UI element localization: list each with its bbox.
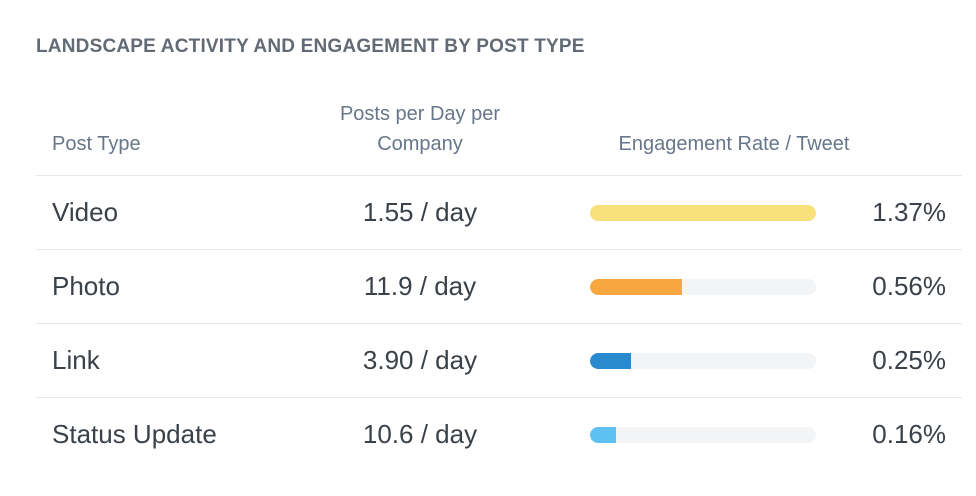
post-type-label: Photo [52, 271, 120, 301]
engagement-bar-track [590, 353, 816, 369]
engagement-rate-value: 0.16% [872, 419, 946, 449]
engagement-bar-fill [590, 427, 616, 443]
engagement-bar-fill [590, 205, 816, 221]
engagement-bar-track [590, 279, 816, 295]
post-type-label: Link [52, 345, 100, 375]
posts-per-day-value: 1.55 / day [362, 197, 478, 227]
table-row-photo: Photo 11.9 / day 0.56% [36, 250, 962, 324]
table-row-video: Video 1.55 / day 1.37% [36, 176, 962, 250]
engagement-rate-value: 0.25% [872, 345, 946, 375]
chart-title: LANDSCAPE ACTIVITY AND ENGAGEMENT BY POS… [36, 36, 585, 57]
posts-per-day-value: 10.6 / day [362, 419, 478, 449]
engagement-bar-track [590, 427, 816, 443]
header-posts-per-day-line2: Company [377, 133, 463, 155]
posts-per-day-value: 11.9 / day [363, 271, 477, 301]
header-engagement-rate: Engagement Rate / Tweet [618, 133, 850, 155]
engagement-rate-value: 0.56% [872, 271, 946, 301]
engagement-rate-value: 1.37% [872, 197, 946, 227]
table-header: Post Type Posts per Day per Company Enga… [36, 96, 962, 176]
engagement-bar-fill [590, 353, 631, 369]
post-type-label: Status Update [52, 419, 217, 449]
header-posts-per-day-line1: Posts per Day per [339, 103, 501, 125]
table-row-status-update: Status Update 10.6 / day 0.16% [36, 398, 962, 471]
header-post-type: Post Type [52, 133, 141, 155]
engagement-table: Post Type Posts per Day per Company Enga… [36, 96, 962, 471]
engagement-bar-track [590, 205, 816, 221]
table-row-link: Link 3.90 / day 0.25% [36, 324, 962, 398]
engagement-bar-fill [590, 279, 682, 295]
posts-per-day-value: 3.90 / day [362, 345, 478, 375]
post-type-label: Video [52, 197, 119, 227]
header-posts-per-day: Posts per Day per Company [292, 99, 548, 159]
